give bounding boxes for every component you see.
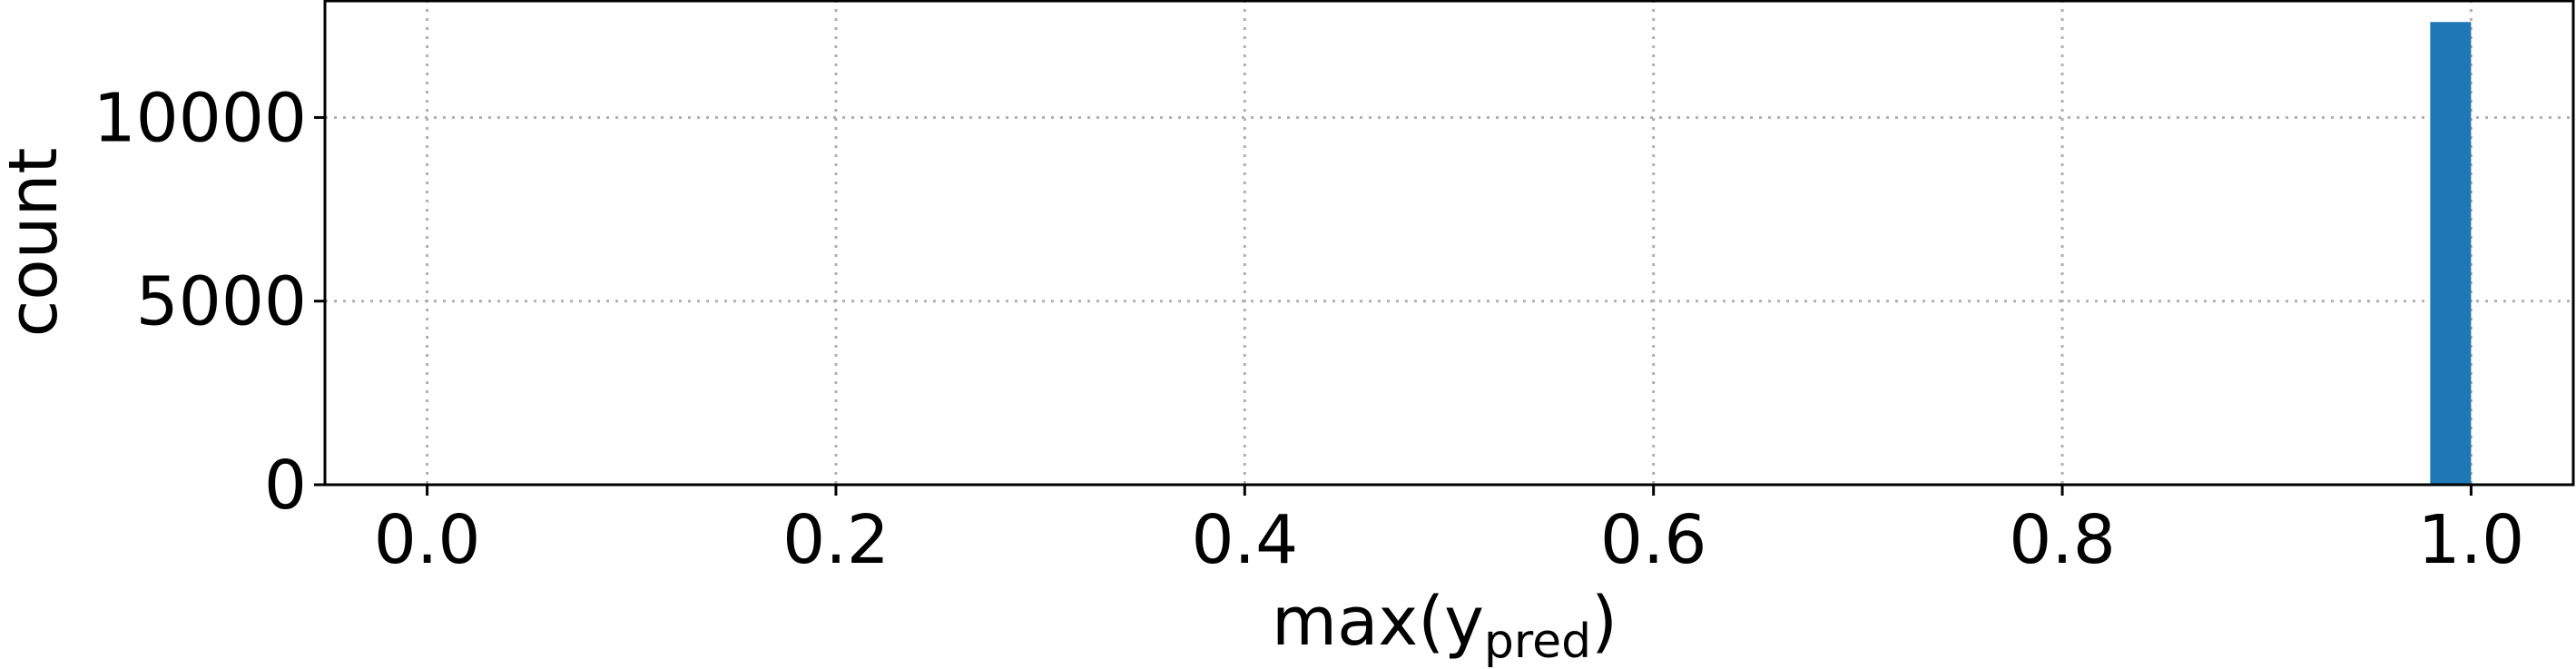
x-tick-label: 0.4 bbox=[1191, 501, 1298, 579]
grid-layer bbox=[325, 0, 2573, 485]
x-tick-label: 0.6 bbox=[1600, 501, 1707, 579]
axis-layer bbox=[323, 0, 2575, 487]
x-tick-label: 0.0 bbox=[374, 501, 481, 579]
x-tick-label: 1.0 bbox=[2418, 501, 2525, 579]
x-tick-label: 0.8 bbox=[2009, 501, 2116, 579]
x-axis-label: max(ypred) bbox=[1272, 583, 1617, 669]
y-tick-label: 0 bbox=[264, 447, 307, 525]
x-axis-label-close: ) bbox=[1591, 583, 1617, 661]
x-axis-label-prefix: max(y bbox=[1272, 583, 1484, 661]
y-tick-label: 5000 bbox=[136, 263, 307, 341]
y-axis-label: count bbox=[0, 148, 73, 338]
y-tick-label: 10000 bbox=[93, 79, 307, 157]
x-tick-label: 0.2 bbox=[782, 501, 890, 579]
bar-layer bbox=[2430, 22, 2472, 485]
x-axis-label-subscript: pred bbox=[1484, 615, 1591, 669]
histogram-bar bbox=[2430, 22, 2472, 485]
tick-layer: 0.0 0.2 0.4 0.6 0.8 1.0 0 5000 10000 bbox=[93, 79, 2525, 579]
plot-frame bbox=[323, 0, 2575, 487]
